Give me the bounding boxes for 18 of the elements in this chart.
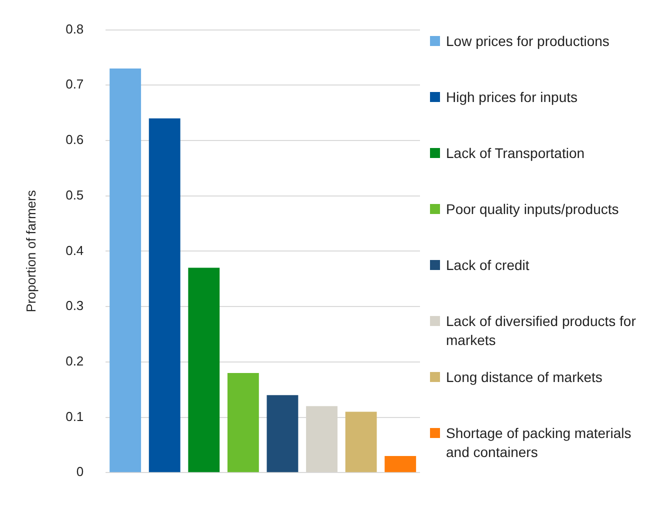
y-tick-label: 0.5 — [66, 187, 84, 202]
legend-label: Lack of diversified products for markets — [446, 312, 637, 350]
y-tick-label: 0.1 — [66, 408, 84, 424]
y-tick-label: 0.7 — [66, 76, 84, 92]
legend-label: Low prices for productions — [446, 32, 610, 51]
legend-label: High prices for inputs — [446, 88, 579, 107]
legend-label: Long distance of markets — [446, 368, 604, 387]
legend-label: Lack of credit — [446, 256, 530, 275]
legend-label: Lack of Transportation — [446, 144, 586, 163]
y-tick-label: 0.6 — [66, 132, 84, 148]
legend-label: Poor quality inputs/products — [446, 200, 620, 219]
y-axis-title: Proportion of farmers — [23, 190, 38, 312]
legend-label: Shortage of packing materials and containers — [446, 424, 632, 462]
y-tick-label: 0.8 — [66, 21, 84, 36]
y-tick-label: 0.3 — [66, 298, 84, 314]
y-tick-label: 0.4 — [66, 242, 84, 258]
y-tick-label: 0.2 — [66, 353, 84, 368]
y-tick-label: 0 — [76, 464, 84, 480]
